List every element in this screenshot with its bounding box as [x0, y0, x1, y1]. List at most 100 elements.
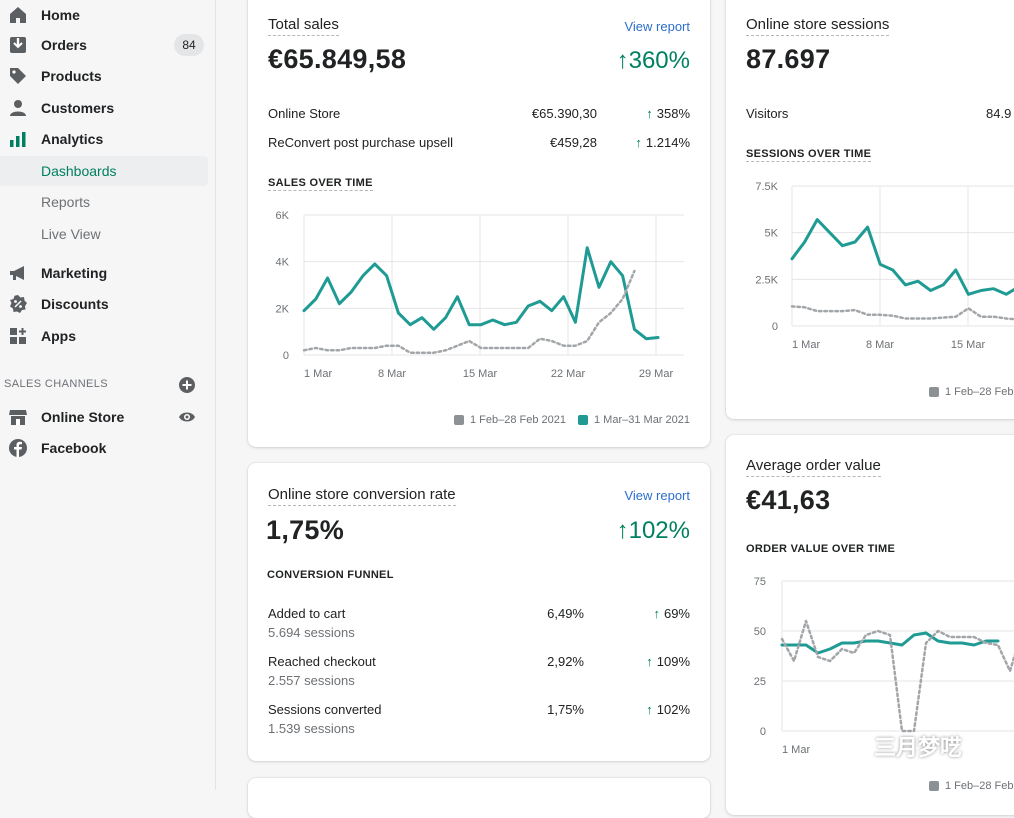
watermark-text: 三月梦呓 — [874, 735, 963, 760]
discount-icon — [10, 295, 27, 313]
y-tick-label: 6K — [276, 210, 290, 222]
breakdown-change-value: 358% — [656, 106, 690, 121]
add-circle-icon[interactable] — [178, 376, 196, 394]
y-tick-label: 2.5K — [755, 274, 778, 286]
y-tick-label: 2K — [276, 303, 290, 315]
nav-live-view[interactable]: Live View — [0, 219, 208, 249]
nav-discounts-label: Discounts — [41, 296, 109, 312]
person-icon — [10, 100, 26, 116]
sales-chart-legend: 1 Feb–28 Feb 2021 1 Mar–31 Mar 2021 — [453, 414, 690, 426]
eye-icon[interactable] — [178, 409, 196, 425]
legend-swatch-previous — [929, 781, 939, 791]
x-tick-label: 8 Mar — [378, 368, 406, 380]
nav-online-store-label: Online Store — [41, 409, 125, 425]
nav-dashboards[interactable]: Dashboards — [0, 156, 208, 186]
sessions-chart-heading[interactable]: SESSIONS OVER TIME — [746, 148, 872, 162]
x-tick-label: 15 Mar — [951, 339, 986, 351]
funnel-step-label: Added to cart — [268, 606, 346, 621]
funnel-step-value: 2,92% — [547, 654, 584, 669]
breakdown-value: €459,28 — [550, 135, 597, 150]
nav-analytics[interactable]: Analytics — [0, 124, 208, 154]
wechat-icon — [838, 736, 867, 756]
up-arrow-icon: ↑ — [635, 135, 642, 150]
nav-live-view-label: Live View — [41, 226, 101, 242]
sessions-chart-legend: 1 Feb–28 Feb — [929, 386, 1014, 398]
series-line-current — [790, 218, 1014, 296]
x-tick-label: 1 Mar — [304, 368, 332, 380]
visitors-label: Visitors — [746, 106, 789, 121]
conversion-view-report-link[interactable]: View report — [624, 488, 690, 503]
nav-dashboards-label: Dashboards — [41, 163, 117, 179]
funnel-step-change-value: 109% — [656, 654, 690, 669]
nav-facebook[interactable]: Facebook — [0, 433, 208, 463]
y-tick-label: 4K — [276, 257, 290, 269]
total-sales-card: Total sales View report €65.849,58 ↑ 360%… — [248, 0, 710, 447]
megaphone-icon — [10, 266, 24, 280]
sales-channels-heading: SALES CHANNELS — [4, 378, 109, 390]
sessions-card: Online store sessions 87.697 Visitors 84… — [726, 0, 1014, 419]
y-tick-label: 25 — [754, 676, 766, 688]
nav-home[interactable]: Home — [0, 0, 208, 30]
series-line-current — [780, 631, 1000, 655]
sales-over-time-chart: 0 2K 4K 6K 1 Mar 8 Mar 15 Mar 22 Mar 29 Mar — [276, 210, 684, 380]
nav-customers[interactable]: Customers — [0, 93, 208, 123]
funnel-step-change: ↑ 102% — [646, 702, 690, 717]
funnel-step-label: Sessions converted — [268, 702, 382, 717]
aov-value: €41,63 — [746, 485, 831, 515]
funnel-step-sessions: 5.694 sessions — [268, 625, 355, 640]
funnel-step-change-value: 69% — [663, 606, 690, 621]
aov-title[interactable]: Average order value — [746, 457, 881, 477]
y-tick-label: 0 — [772, 321, 778, 333]
total-sales-value: €65.849,58 — [268, 44, 407, 74]
total-sales-view-report-link[interactable]: View report — [624, 19, 690, 34]
breakdown-change: ↑ 358% — [646, 106, 690, 121]
up-arrow-icon: ↑ — [646, 654, 653, 669]
nav-online-store[interactable]: Online Store — [0, 402, 208, 432]
conversion-funnel-heading: CONVERSION FUNNEL — [267, 569, 394, 581]
breakdown-change-value: 1.214% — [645, 135, 690, 150]
watermark: 三月梦呓 — [838, 730, 962, 762]
legend-previous-label: 1 Feb–28 Feb — [945, 780, 1014, 792]
store-icon — [9, 410, 27, 425]
total-sales-change-value: 360% — [628, 47, 690, 74]
up-arrow-icon: ↑ — [616, 517, 629, 544]
sessions-title[interactable]: Online store sessions — [746, 16, 890, 36]
apps-icon — [10, 328, 26, 344]
series-line-previous — [780, 619, 1014, 733]
tag-icon — [10, 68, 26, 84]
nav-reports[interactable]: Reports — [0, 187, 208, 217]
conversion-change-value: 102% — [628, 517, 690, 544]
funnel-step-value: 1,75% — [547, 702, 584, 717]
y-tick-label: 75 — [754, 576, 766, 588]
home-icon — [10, 7, 26, 23]
conversion-title[interactable]: Online store conversion rate — [268, 486, 456, 506]
total-sales-title[interactable]: Total sales — [268, 16, 339, 36]
funnel-step-change: ↑ 109% — [646, 654, 690, 669]
legend-swatch-previous — [453, 415, 464, 425]
sessions-over-time-chart: 0 2.5K 5K 7.5K 1 Mar 8 Mar 15 Mar — [755, 181, 1014, 351]
nav-marketing[interactable]: Marketing — [0, 258, 208, 288]
y-tick-label: 0 — [760, 726, 766, 738]
y-tick-label: 5K — [765, 228, 779, 240]
sidebar: Home Orders 84 Products Customers Analyt… — [0, 0, 216, 790]
series-line-previous — [302, 269, 636, 354]
y-tick-label: 0 — [283, 350, 289, 362]
nav-products[interactable]: Products — [0, 61, 208, 91]
legend-swatch-previous — [929, 387, 939, 397]
sales-chart-heading[interactable]: SALES OVER TIME — [268, 177, 373, 191]
breakdown-label: ReConvert post purchase upsell — [268, 135, 453, 150]
sessions-value: 87.697 — [746, 44, 831, 74]
breakdown-change: ↑ 1.214% — [635, 135, 690, 150]
aov-chart-heading: ORDER VALUE OVER TIME — [746, 543, 896, 555]
nav-apps[interactable]: Apps — [0, 321, 208, 351]
series-line-previous — [790, 305, 1014, 321]
conversion-rate-card: Online store conversion rate View report… — [248, 463, 710, 761]
conversion-value: 1,75% — [266, 515, 345, 545]
orders-icon — [10, 37, 26, 53]
funnel-step-sessions: 1.539 sessions — [268, 721, 355, 736]
nav-discounts[interactable]: Discounts — [0, 289, 208, 319]
x-tick-label: 1 Mar — [782, 744, 810, 756]
aov-chart-legend: 1 Feb–28 Feb — [929, 780, 1014, 792]
nav-home-label: Home — [41, 7, 80, 23]
nav-orders[interactable]: Orders 84 — [0, 30, 208, 60]
